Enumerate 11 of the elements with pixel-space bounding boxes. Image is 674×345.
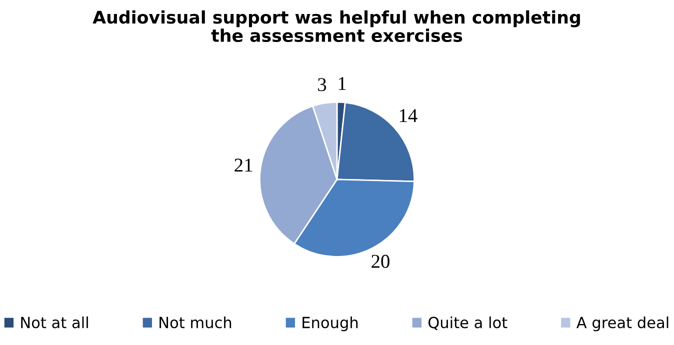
data-label: 1 [338, 77, 346, 90]
legend-label: A great deal [576, 316, 668, 332]
legend-label: Not at all [21, 316, 88, 328]
data-label: 14 [400, 109, 418, 122]
data-label: 3 [318, 78, 326, 92]
legend-label: Quite a lot [428, 316, 508, 330]
chart-title: Audiovisual support was helpful when completing the assessment exercises [92, 10, 580, 42]
data-label: 20 [372, 254, 390, 268]
legend-label: Not much [160, 316, 232, 328]
data-label: 21 [234, 158, 252, 172]
legend-label: Enough [302, 316, 358, 332]
